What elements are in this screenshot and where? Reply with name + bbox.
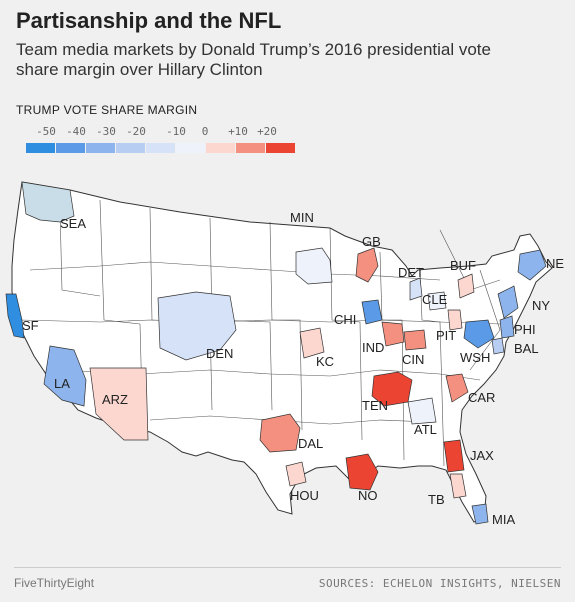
city-label: CLE <box>422 292 448 307</box>
legend-color-scale <box>26 143 296 153</box>
city-label: HOU <box>290 488 319 503</box>
legend-title: TRUMP VOTE SHARE MARGIN <box>16 103 198 117</box>
city-label: NE <box>546 256 564 271</box>
city-label: CIN <box>402 352 424 367</box>
legend-ticks: -50 -40 -30 -20 -10 0 +10 +20 <box>26 125 306 138</box>
market-det <box>409 277 423 301</box>
legend-swatch <box>26 143 55 153</box>
legend-tick: +20 <box>257 125 277 138</box>
city-label: NO <box>358 488 378 503</box>
city-label: SF <box>22 318 39 333</box>
market-wsh <box>463 319 495 349</box>
market-tb <box>449 473 467 499</box>
legend-tick: -50 <box>36 125 56 138</box>
media-markets <box>5 181 547 525</box>
legend-tick: -10 <box>166 125 186 138</box>
legend-swatch <box>146 143 175 153</box>
city-label: GB <box>362 234 381 249</box>
market-jax <box>443 439 465 473</box>
market-pit <box>447 309 463 331</box>
legend-swatch <box>236 143 265 153</box>
market-kc <box>299 327 325 359</box>
market-no <box>345 453 379 491</box>
city-label: CAR <box>468 390 495 405</box>
market-car <box>445 373 469 403</box>
market-sea <box>21 181 75 223</box>
market-den <box>157 291 237 361</box>
city-label: ARZ <box>102 392 128 407</box>
city-label: MIA <box>492 512 515 527</box>
market-arz <box>89 367 149 441</box>
legend-tick: -20 <box>126 125 146 138</box>
market-ny <box>497 285 519 319</box>
market-phi <box>499 315 515 339</box>
market-ne <box>517 249 547 281</box>
legend-tick: 0 <box>201 125 209 138</box>
city-label: TB <box>428 492 445 507</box>
city-label: WSH <box>460 350 490 365</box>
footer-divider <box>14 567 561 568</box>
market-buf <box>457 273 475 299</box>
legend-swatch <box>56 143 85 153</box>
city-label: DAL <box>298 436 323 451</box>
city-label: PIT <box>436 328 456 343</box>
market-min <box>295 247 333 285</box>
city-label: BAL <box>514 341 539 356</box>
city-label: TEN <box>362 398 388 413</box>
city-label: IND <box>362 340 384 355</box>
legend-swatch <box>266 143 295 153</box>
legend-tick: -30 <box>96 125 116 138</box>
market-hou <box>285 461 307 487</box>
city-label: LA <box>54 376 70 391</box>
us-map: SEA MIN GB DET BUF NE NY CLE PIT PHI BAL… <box>5 181 564 527</box>
city-label: CHI <box>334 312 356 327</box>
market-dal <box>259 413 301 453</box>
city-label: DET <box>398 265 424 280</box>
legend-tick: +10 <box>228 125 248 138</box>
market-chi <box>361 299 383 325</box>
city-label: NY <box>532 298 550 313</box>
market-cle <box>427 291 447 311</box>
city-label: SEA <box>60 216 86 231</box>
market-bal <box>491 337 505 355</box>
legend-swatch <box>86 143 115 153</box>
legend-swatch <box>206 143 235 153</box>
city-label: MIN <box>290 210 314 225</box>
chart-subtitle: Team media markets by Donald Trump’s 201… <box>16 40 491 79</box>
sources-label: SOURCES: ECHELON INSIGHTS, NIELSEN <box>318 577 561 590</box>
chart-title: Partisanship and the NFL <box>16 8 282 33</box>
market-gb <box>355 247 379 283</box>
brand-label: FiveThirtyEight <box>14 576 95 590</box>
legend-tick: -40 <box>66 125 86 138</box>
city-label: JAX <box>470 448 494 463</box>
market-ind <box>381 321 405 347</box>
market-atl <box>407 397 437 425</box>
city-label: ATL <box>414 422 437 437</box>
market-mia <box>471 503 489 525</box>
market-sf <box>5 293 25 339</box>
market-cin <box>403 329 427 351</box>
city-label: DEN <box>206 346 233 361</box>
legend-swatch <box>176 143 205 153</box>
city-label: BUF <box>450 258 476 273</box>
market-la <box>43 345 87 407</box>
legend-swatch <box>116 143 145 153</box>
city-labels: SEA MIN GB DET BUF NE NY CLE PIT PHI BAL… <box>22 210 564 527</box>
city-label: PHI <box>514 322 536 337</box>
city-label: KC <box>316 354 334 369</box>
